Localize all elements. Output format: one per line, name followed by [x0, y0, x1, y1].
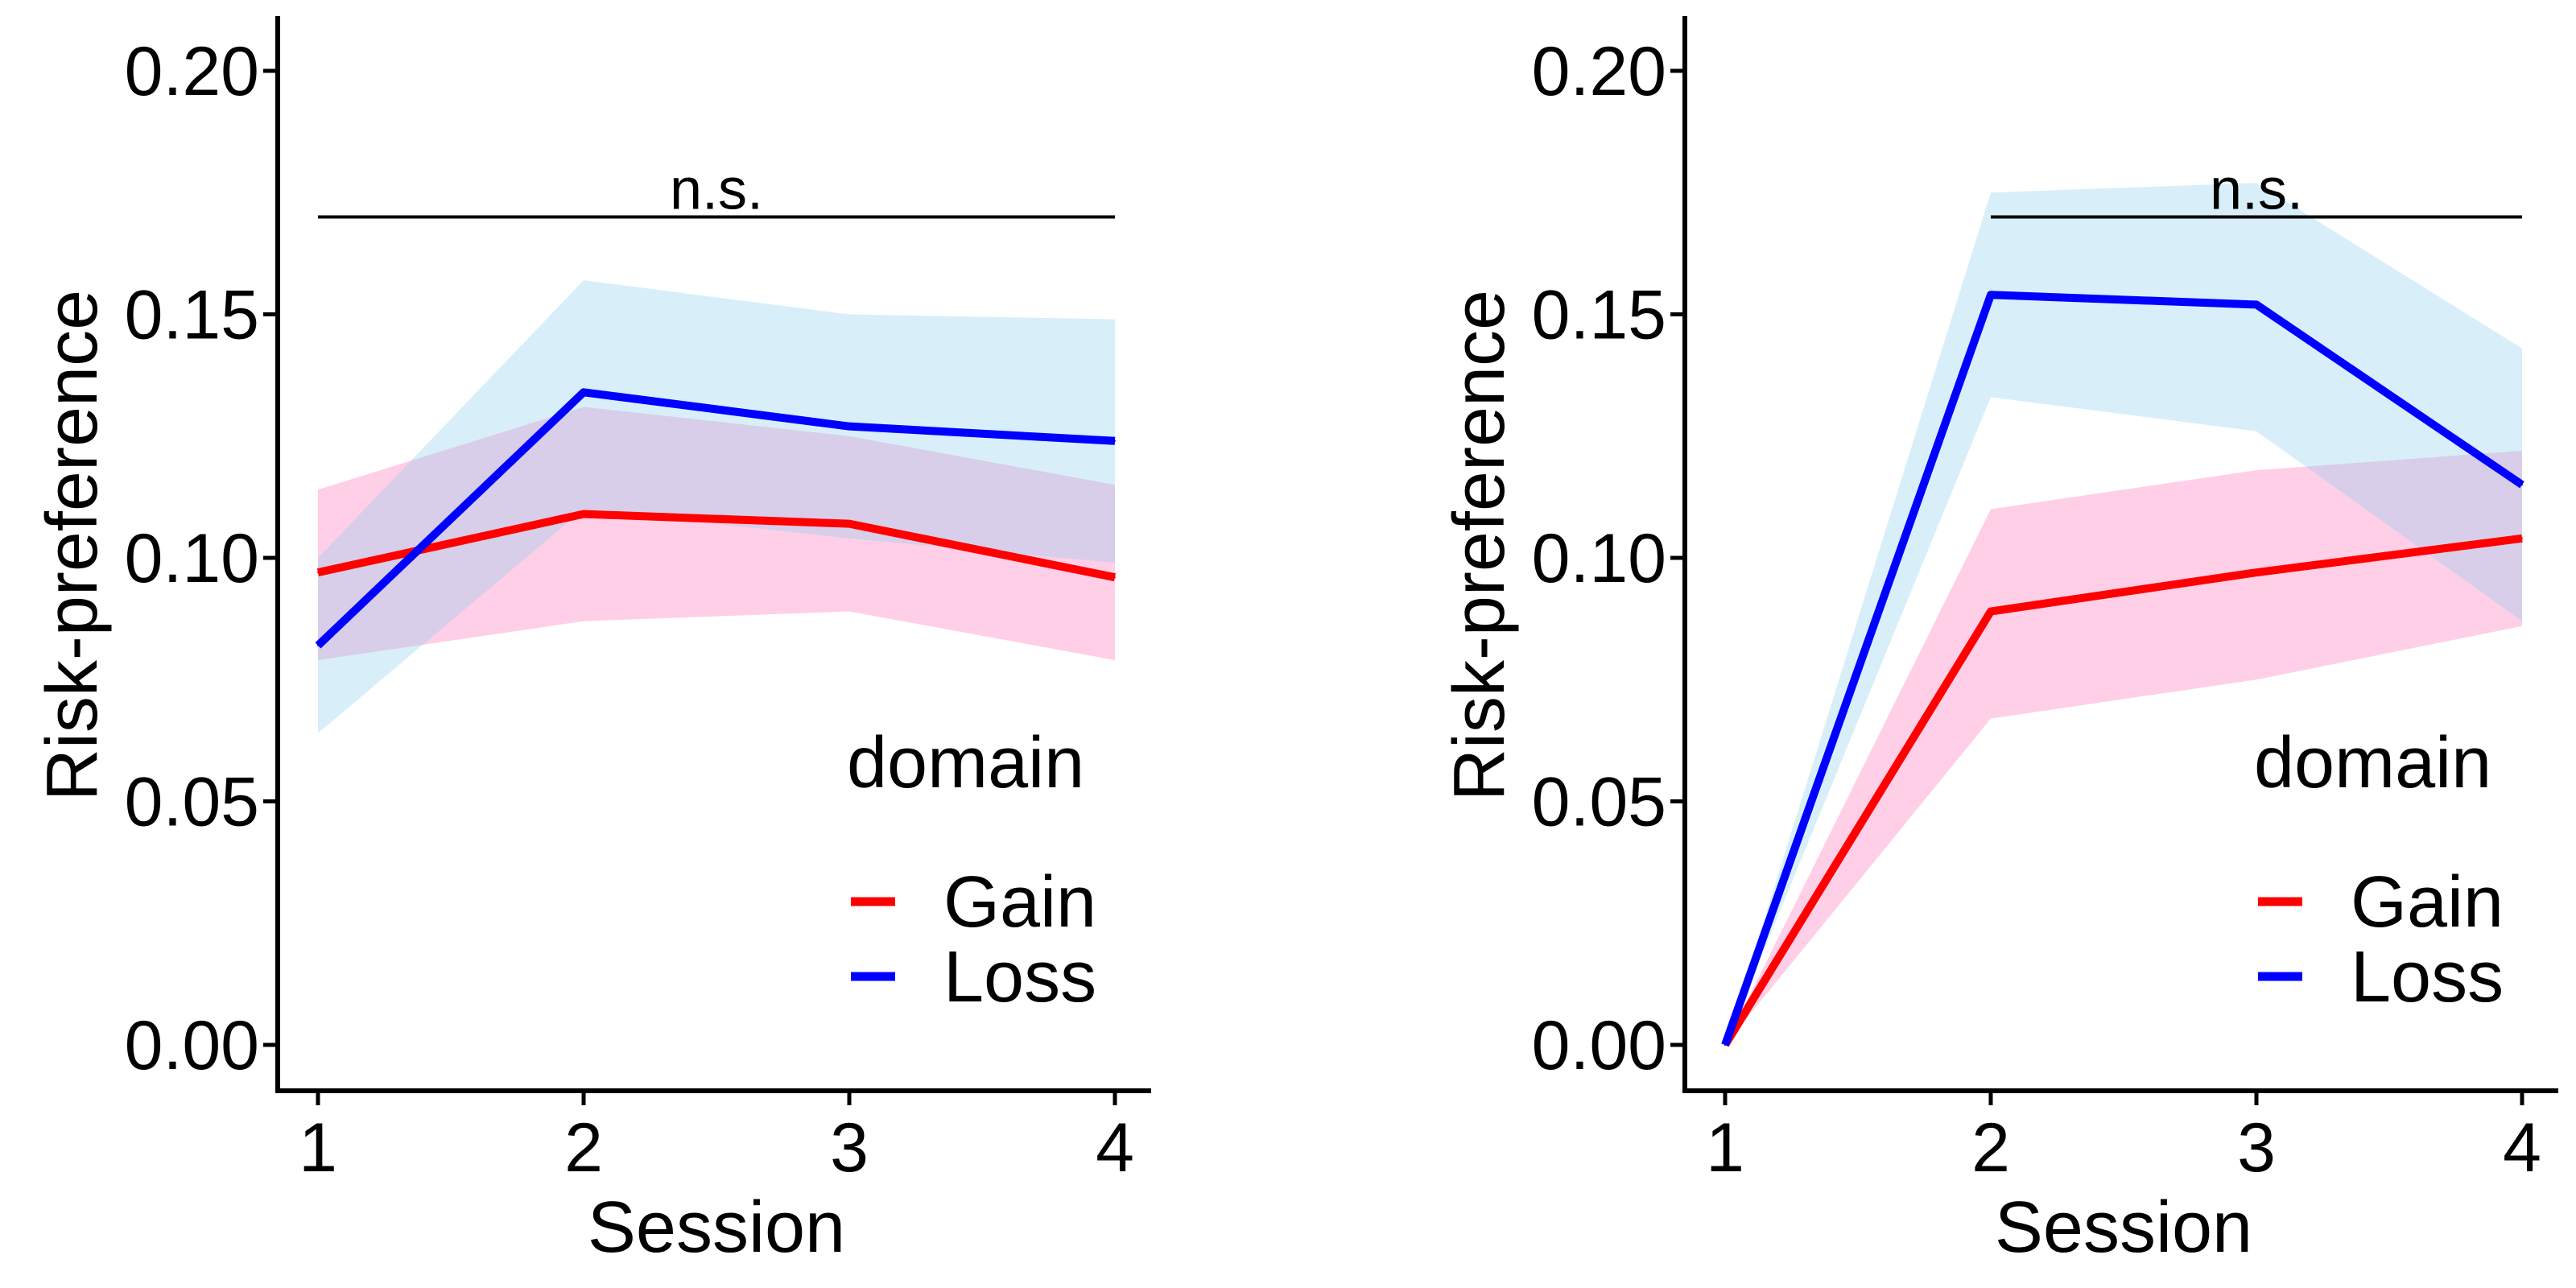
x-axis-title: Session: [1995, 1187, 2252, 1268]
data-point-gain: [1114, 576, 1116, 579]
significance-label: n.s.: [670, 158, 763, 222]
y-tick-label: 0.00: [125, 1007, 259, 1084]
y-tick-label: 0.05: [1532, 764, 1666, 841]
legend-label-gain: Gain: [943, 862, 1096, 943]
y-axis-title: Risk-preference: [32, 290, 113, 801]
data-point-loss: [848, 425, 850, 427]
band-loss: [318, 280, 1115, 733]
data-point-gain: [583, 513, 584, 515]
x-tick-label: 3: [2237, 1109, 2276, 1187]
data-point-gain: [2521, 537, 2523, 539]
band-loss: [1725, 183, 2522, 1045]
band-gain: [1725, 450, 2522, 1045]
legend-title: domain: [847, 723, 1084, 803]
y-tick-label: 0.20: [1532, 33, 1666, 110]
x-tick-label: 1: [299, 1109, 337, 1187]
data-point-loss: [1724, 1044, 1726, 1046]
data-point-loss: [2256, 303, 2257, 306]
legend-label-loss: Loss: [943, 937, 1096, 1018]
x-tick-label: 2: [564, 1109, 603, 1187]
data-point-loss: [1990, 294, 1992, 296]
x-tick-label: 1: [1706, 1109, 1744, 1187]
data-point-loss: [2521, 484, 2523, 486]
series-line-gain: [316, 510, 1116, 582]
band-gain: [318, 407, 1115, 661]
data-point-gain: [1990, 610, 1992, 613]
series-line-loss: [315, 388, 1116, 649]
y-tick-label: 0.10: [1532, 520, 1666, 597]
series-line-loss: [1721, 291, 2524, 1046]
data-point-loss: [1114, 440, 1116, 442]
y-axis-title: Risk-preference: [1439, 290, 1520, 801]
series-line-gain: [1721, 534, 2523, 1047]
x-axis-title: Session: [588, 1187, 845, 1268]
x-tick-label: 4: [2503, 1109, 2541, 1187]
y-tick-label: 0.00: [1532, 1007, 1666, 1084]
significance-label: n.s.: [2210, 158, 2303, 222]
x-tick-label: 2: [1971, 1109, 2010, 1187]
chart-panel-right: 0.00 0.05 0.10 0.15 0.20 1 2 3 4 Session Risk-pref…: [1439, 16, 2558, 1268]
y-tick-label: 0.20: [125, 33, 259, 110]
x-tick-label: 4: [1096, 1109, 1134, 1187]
legend-label-gain: Gain: [2351, 862, 2504, 943]
legend-title: domain: [2254, 723, 2491, 803]
data-point-loss: [317, 644, 319, 646]
data-point-loss: [583, 391, 584, 394]
y-tick-label: 0.15: [1532, 277, 1666, 354]
data-point-gain: [2256, 572, 2257, 574]
data-point-gain: [848, 522, 850, 525]
y-tick-label: 0.05: [125, 764, 259, 841]
y-tick-label: 0.15: [125, 277, 259, 354]
y-tick-label: 0.10: [125, 520, 259, 597]
data-point-gain: [317, 572, 319, 574]
x-tick-label: 3: [830, 1109, 869, 1187]
legend-label-loss: Loss: [2351, 937, 2504, 1018]
chart-panel-left: 0.00 0.05 0.10 0.15 0.20 1 2 3 4 Session Risk-pref…: [32, 16, 1151, 1268]
